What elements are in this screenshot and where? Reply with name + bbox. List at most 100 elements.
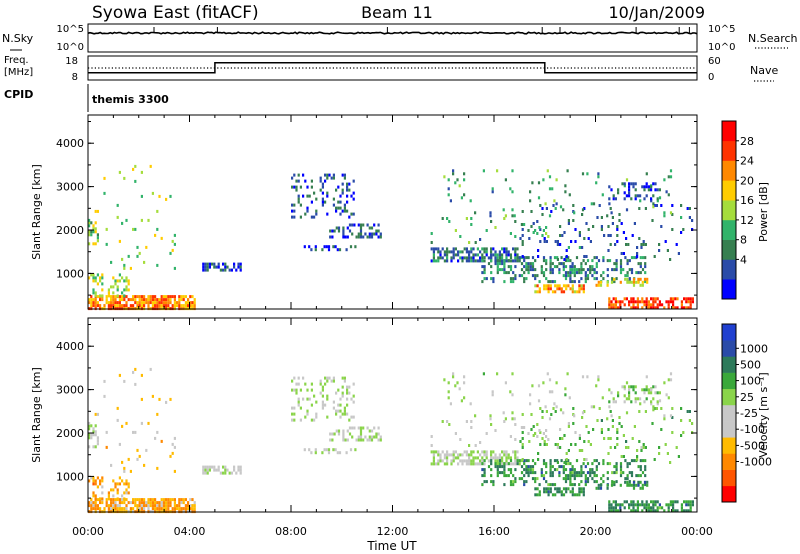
echo-cell <box>663 417 666 421</box>
echo-cell <box>643 197 646 201</box>
echo-cell <box>564 259 568 263</box>
echo-cell <box>580 268 583 272</box>
echo-cell <box>582 471 585 475</box>
echo-cell <box>636 246 639 249</box>
echo-cell <box>103 191 106 195</box>
echo-cell <box>672 303 675 307</box>
echo-cell <box>373 435 376 439</box>
echo-cell <box>626 477 629 481</box>
echo-cell <box>134 295 137 299</box>
echo-cell <box>295 179 298 183</box>
echo-cell <box>350 397 353 401</box>
echo-cell <box>432 453 435 457</box>
echo-cell <box>337 388 340 392</box>
echo-cell <box>578 284 581 288</box>
echo-cell <box>612 194 615 198</box>
echo-cell <box>160 504 163 508</box>
echo-cell <box>302 376 305 380</box>
echo-cell <box>479 250 482 254</box>
echo-cell <box>339 200 342 204</box>
echo-cell <box>582 493 585 497</box>
echo-cell <box>531 274 535 278</box>
y-tick-label: 3000 <box>56 181 84 194</box>
echo-cell <box>303 448 306 452</box>
echo-cell <box>443 175 446 179</box>
echo-cell <box>352 415 355 419</box>
echo-cell <box>599 280 603 284</box>
echo-cell <box>92 491 95 495</box>
echo-cell <box>333 432 336 436</box>
echo-cell <box>88 276 91 280</box>
echo-cell <box>345 248 348 252</box>
echo-cell <box>99 482 102 486</box>
echo-cell <box>156 301 159 305</box>
echo-cell <box>532 425 535 428</box>
echo-cell <box>636 306 639 310</box>
echo-cell <box>446 259 449 263</box>
echo-cell <box>600 225 603 228</box>
echo-cell <box>647 509 650 513</box>
echo-cell <box>154 233 157 237</box>
echo-cell <box>342 229 345 233</box>
echo-cell <box>494 262 497 266</box>
echo-cell <box>302 173 305 177</box>
echo-cell <box>547 280 550 284</box>
echo-cell <box>160 295 163 299</box>
echo-cell <box>160 304 163 308</box>
echo-cell <box>642 446 645 449</box>
echo-cell <box>308 448 311 452</box>
echo-cell <box>623 197 626 201</box>
echo-cell <box>656 306 659 310</box>
echo-cell <box>125 288 128 292</box>
echo-cell <box>641 500 644 504</box>
echo-cell <box>375 435 378 439</box>
echo-cell <box>630 385 633 389</box>
echo-cell <box>571 490 574 494</box>
echo-cell <box>118 295 121 299</box>
echo-cell <box>485 253 488 257</box>
echo-cell <box>189 504 192 508</box>
echo-cell <box>509 265 513 269</box>
echo-cell <box>193 501 196 505</box>
echo-cell <box>366 438 369 442</box>
echo-cell <box>639 283 642 287</box>
echo-cell <box>536 290 539 294</box>
echo-cell <box>143 463 146 467</box>
echo-cell <box>492 247 495 251</box>
echo-cell <box>503 453 506 457</box>
echo-cell <box>335 209 338 213</box>
echo-cell <box>118 507 121 511</box>
echo-cell <box>189 295 192 299</box>
echo-cell <box>674 500 677 504</box>
echo-cell <box>114 482 117 486</box>
echo-cell <box>619 462 623 466</box>
echo-cell <box>454 384 457 388</box>
echo-cell <box>92 304 95 308</box>
echo-cell <box>509 471 513 475</box>
echo-cell <box>507 456 510 460</box>
echo-cell <box>529 468 532 472</box>
echo-cell <box>615 259 618 263</box>
echo-cell <box>368 235 371 239</box>
echo-cell <box>623 387 626 391</box>
echo-cell <box>573 274 576 278</box>
echo-cell <box>531 471 535 475</box>
echo-cell <box>509 435 512 438</box>
echo-cell <box>481 253 484 257</box>
echo-cell <box>567 487 570 491</box>
echo-cell <box>118 273 121 277</box>
echo-cell <box>549 271 552 275</box>
echo-cell <box>610 503 613 507</box>
echo-cell <box>680 407 683 410</box>
echo-cell <box>639 503 642 507</box>
echo-cell <box>90 301 93 305</box>
echo-cell <box>572 422 575 425</box>
echo-cell <box>339 403 342 407</box>
echo-cell <box>362 235 365 239</box>
echo-cell <box>507 462 510 466</box>
y-tick-label: 2000 <box>56 224 84 237</box>
echo-cell <box>632 385 635 389</box>
echo-cell <box>527 474 530 478</box>
echo-cell <box>667 503 670 507</box>
echo-cell <box>573 414 576 418</box>
